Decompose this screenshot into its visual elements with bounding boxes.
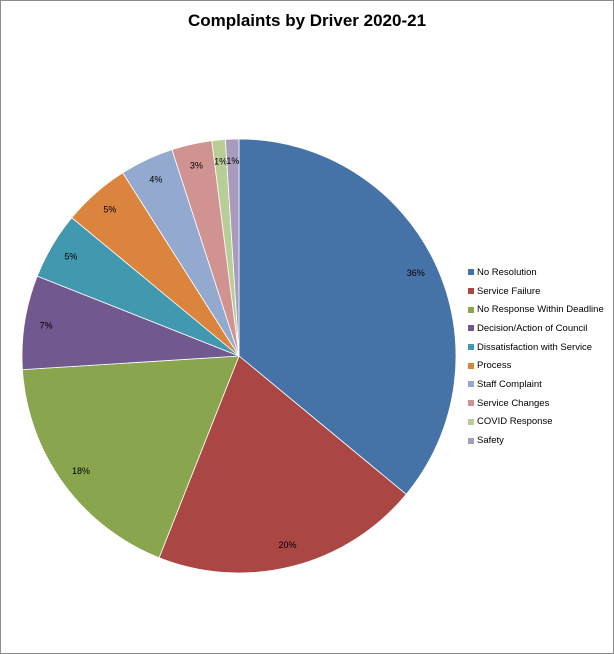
legend-label: Dissatisfaction with Service xyxy=(477,341,593,353)
data-label: 5% xyxy=(64,252,77,262)
legend-item: No Resolution xyxy=(468,263,604,282)
legend-swatch xyxy=(468,418,474,425)
legend-label: Safety xyxy=(477,435,504,447)
legend-item: Staff Complaint xyxy=(468,375,604,394)
data-label: 3% xyxy=(190,160,203,170)
legend-item: Decision/Action of Council xyxy=(468,319,604,338)
legend-swatch xyxy=(468,400,474,407)
data-label: 4% xyxy=(149,174,162,184)
legend-swatch xyxy=(468,306,474,313)
pie-slice-0 xyxy=(238,138,457,495)
legend-swatch xyxy=(468,437,474,444)
legend-label: Staff Complaint xyxy=(477,378,542,390)
data-label: 18% xyxy=(72,466,90,476)
legend-item: No Response Within Deadline xyxy=(468,300,604,319)
legend-swatch xyxy=(468,362,474,369)
legend-label: Service Changes xyxy=(477,397,550,409)
data-label: 1% xyxy=(226,156,239,166)
legend-label: Process xyxy=(477,360,512,372)
pie-slice-9 xyxy=(224,138,240,357)
data-label: 7% xyxy=(40,320,53,330)
data-label: 20% xyxy=(279,540,297,550)
legend-label: Decision/Action of Council xyxy=(477,322,588,334)
legend-item: Dissatisfaction with Service xyxy=(468,338,604,357)
chart-title: Complaints by Driver 2020-21 xyxy=(187,11,427,30)
legend-swatch xyxy=(468,288,474,295)
data-label: 36% xyxy=(407,268,425,278)
legend-item: Service Failure xyxy=(468,282,604,301)
data-label: 1% xyxy=(214,157,227,167)
legend-item: COVID Response xyxy=(468,413,604,432)
legend-label: COVID Response xyxy=(477,416,553,428)
legend-label: Service Failure xyxy=(477,285,541,297)
legend-swatch xyxy=(468,325,474,332)
legend-item: Service Changes xyxy=(468,394,604,413)
legend-swatch xyxy=(468,381,474,388)
legend-swatch xyxy=(468,269,474,276)
pie-slice-1 xyxy=(158,355,407,574)
legend: No Resolution Service Failure No Response … xyxy=(468,263,604,450)
legend-label: No Response Within Deadline xyxy=(477,304,604,316)
data-label: 5% xyxy=(103,205,116,215)
pie-slice-2 xyxy=(22,355,240,559)
legend-swatch xyxy=(468,344,474,351)
legend-item: Process xyxy=(468,356,604,375)
legend-item: Safety xyxy=(468,431,604,450)
legend-label: No Resolution xyxy=(477,266,537,278)
